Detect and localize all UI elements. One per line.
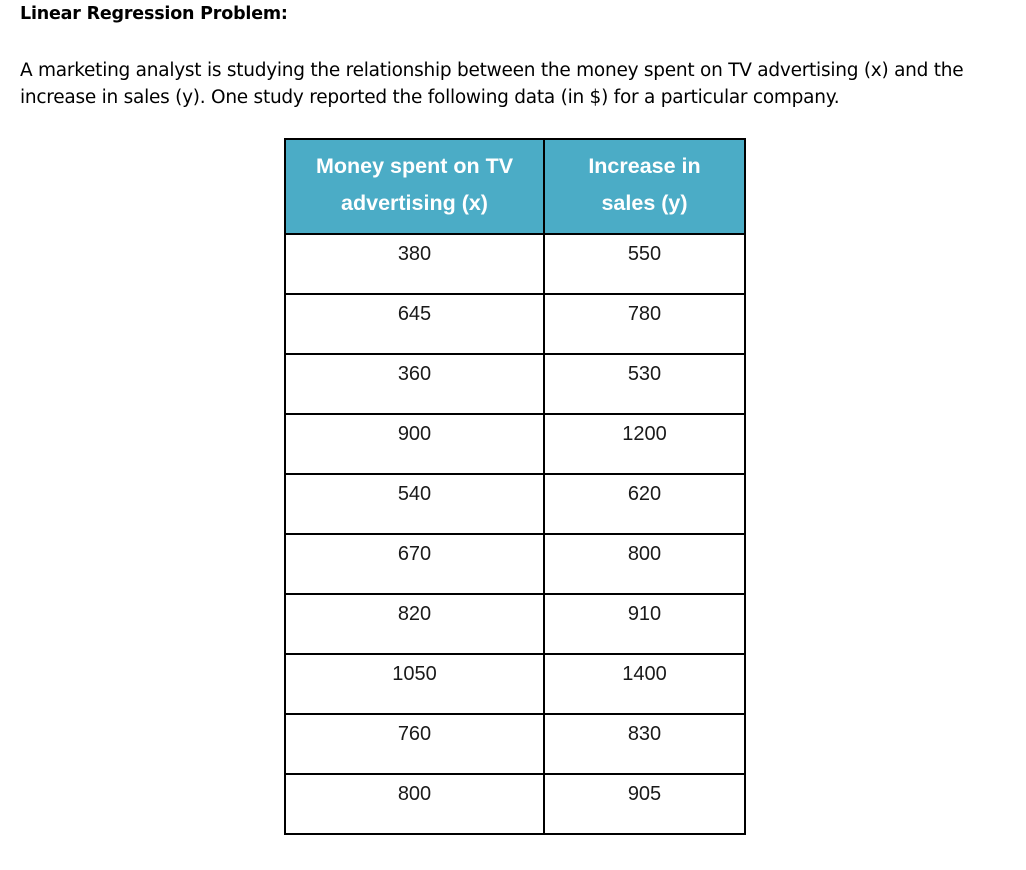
cell-x: 900: [284, 413, 545, 475]
cell-x: 670: [284, 533, 545, 595]
table-row: 1050 1400: [284, 653, 746, 715]
description-line-1: A marketing analyst is studying the rela…: [20, 60, 964, 81]
cell-y: 905: [543, 773, 746, 835]
table-row: 820 910: [284, 593, 746, 655]
page-title: Linear Regression Problem:: [20, 4, 288, 24]
cell-y: 620: [543, 473, 746, 535]
table-row: 670 800: [284, 533, 746, 595]
table-row: 760 830: [284, 713, 746, 775]
cell-x: 1050: [284, 653, 545, 715]
header-sales-increase-line-1: Increase in: [588, 154, 701, 178]
cell-y: 550: [543, 233, 746, 295]
cell-y: 530: [543, 353, 746, 415]
cell-y: 830: [543, 713, 746, 775]
description-line-2: increase in sales (y). One study reporte…: [20, 87, 840, 108]
cell-y: 1200: [543, 413, 746, 475]
cell-y: 780: [543, 293, 746, 355]
cell-x: 800: [284, 773, 545, 835]
cell-x: 540: [284, 473, 545, 535]
table-row: 900 1200: [284, 413, 746, 475]
data-table: Money spent on TV advertising (x) Increa…: [284, 138, 746, 835]
problem-description: A marketing analyst is studying the rela…: [20, 57, 1010, 111]
table-row: 645 780: [284, 293, 746, 355]
table-row: 360 530: [284, 353, 746, 415]
table-row: 540 620: [284, 473, 746, 535]
table-row: 800 905: [284, 773, 746, 835]
cell-y: 800: [543, 533, 746, 595]
cell-x: 380: [284, 233, 545, 295]
cell-x: 760: [284, 713, 545, 775]
header-money-spent-line-1: Money spent on TV: [315, 154, 514, 178]
header-sales-increase-line-2: sales (y): [601, 191, 688, 215]
header-money-spent-line-2: advertising (x): [341, 191, 488, 215]
header-sales-increase: Increase in sales (y): [543, 138, 746, 235]
table-header-row: Money spent on TV advertising (x) Increa…: [284, 138, 746, 235]
header-money-spent: Money spent on TV advertising (x): [284, 138, 545, 235]
cell-y: 1400: [543, 653, 746, 715]
cell-x: 645: [284, 293, 545, 355]
cell-y: 910: [543, 593, 746, 655]
cell-x: 360: [284, 353, 545, 415]
table-row: 380 550: [284, 233, 746, 295]
cell-x: 820: [284, 593, 545, 655]
